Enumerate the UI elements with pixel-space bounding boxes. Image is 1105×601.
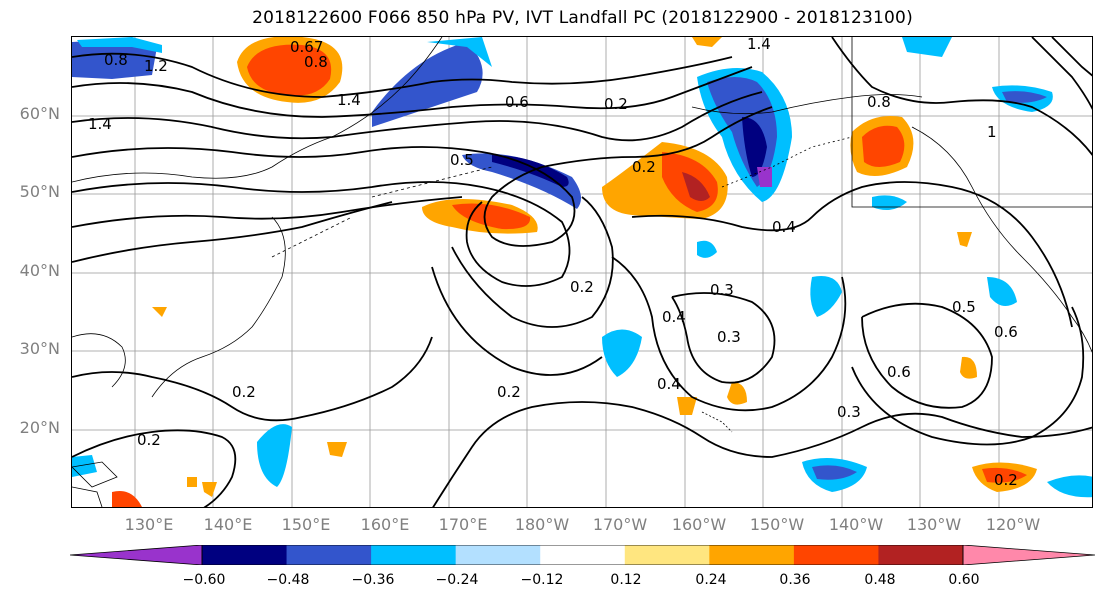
lon-label: 170°E (438, 515, 488, 534)
contour-label: 0.2 (570, 278, 594, 296)
colorbar-segment (624, 545, 710, 565)
lon-label: 180°W (514, 515, 570, 534)
contour-label: 0.2 (232, 383, 256, 401)
lat-label: 60°N (19, 104, 60, 123)
colorbar-segment (286, 545, 372, 565)
map-canvas: 0.8 1.2 0.67 0.8 1.4 1.4 0.6 0.2 1.4 0.8… (72, 37, 1092, 507)
lon-label: 170°W (592, 515, 648, 534)
contour-label: 0.3 (717, 328, 741, 346)
colorbar-segments (202, 545, 964, 565)
colorbar-tick: −0.60 (182, 572, 226, 588)
contour-label: 0.6 (887, 363, 911, 381)
contour-label: 0.3 (710, 281, 734, 299)
lon-label: 160°W (671, 515, 727, 534)
contour-label: 0.5 (952, 298, 976, 316)
contour-label: 0.2 (994, 471, 1018, 489)
lon-label: 120°W (985, 515, 1041, 534)
lon-label: 150°E (281, 515, 331, 534)
colorbar-tick: 0.48 (864, 572, 896, 588)
lon-label: 140°E (203, 515, 253, 534)
colorbar-tick: −0.24 (435, 572, 479, 588)
lon-label: 160°E (360, 515, 410, 534)
colorbar-tick: −0.48 (266, 572, 310, 588)
contour-label: 1.2 (144, 57, 168, 75)
contour-label: 1.4 (337, 91, 361, 109)
colorbar-segment (371, 545, 457, 565)
contour-labels: 0.8 1.2 0.67 0.8 1.4 1.4 0.6 0.2 1.4 0.8… (88, 37, 1018, 489)
lat-label: 40°N (19, 261, 60, 280)
colorbar-tick: 0.12 (610, 572, 642, 588)
shade-neg-nw (72, 39, 157, 79)
pv-contours (72, 37, 1092, 507)
contour-label: 1.4 (88, 115, 112, 133)
contour-label: 0.4 (772, 218, 796, 236)
contour-label: 0.2 (497, 383, 521, 401)
colorbar-segment (540, 545, 626, 565)
contour-label: 0.4 (662, 308, 686, 326)
contour-label: 0.2 (632, 158, 656, 176)
colorbar-segment (793, 545, 879, 565)
lon-label: 140°W (828, 515, 884, 534)
contour-label: 0.6 (505, 93, 529, 111)
contour-label: 0.4 (657, 375, 681, 393)
pv-shading (72, 37, 1092, 507)
contour-label: 0.5 (450, 151, 474, 169)
lat-label: 20°N (19, 418, 60, 437)
lat-label: 30°N (19, 339, 60, 358)
colorbar-tick: 0.36 (779, 572, 811, 588)
figure-title: 2018122600 F066 850 hPa PV, IVT Landfall… (252, 8, 913, 28)
colorbar-tick: −0.36 (351, 572, 395, 588)
contour-label: 0.2 (137, 431, 161, 449)
colorbar-segment (878, 545, 964, 565)
contour-label: 0.3 (837, 403, 861, 421)
contour-label: 0.8 (104, 51, 128, 69)
colorbar-extend-high (962, 545, 1095, 565)
contour-label: 0.67 (290, 38, 323, 56)
lon-label: 130°W (906, 515, 962, 534)
colorbar-tick: −0.12 (520, 572, 564, 588)
lat-label: 50°N (19, 182, 60, 201)
colorbar-segment (709, 545, 795, 565)
contour-label: 0.8 (304, 53, 328, 71)
colorbar (70, 545, 1095, 565)
contour-label: 1 (987, 123, 997, 141)
graticule (72, 37, 1092, 507)
colorbar-tick: 0.24 (695, 572, 727, 588)
contour-label: 0.8 (867, 93, 891, 111)
lon-label: 150°W (749, 515, 805, 534)
colorbar-extend-low (70, 545, 203, 565)
contour-label: 1.4 (747, 37, 771, 53)
contour-label: 0.2 (604, 95, 628, 113)
map-panel: 0.8 1.2 0.67 0.8 1.4 1.4 0.6 0.2 1.4 0.8… (71, 36, 1093, 508)
colorbar-segment (455, 545, 541, 565)
colorbar-segment (202, 545, 288, 565)
colorbar-tick: 0.60 (948, 572, 980, 588)
contour-label: 0.6 (994, 323, 1018, 341)
lon-label: 130°E (124, 515, 174, 534)
